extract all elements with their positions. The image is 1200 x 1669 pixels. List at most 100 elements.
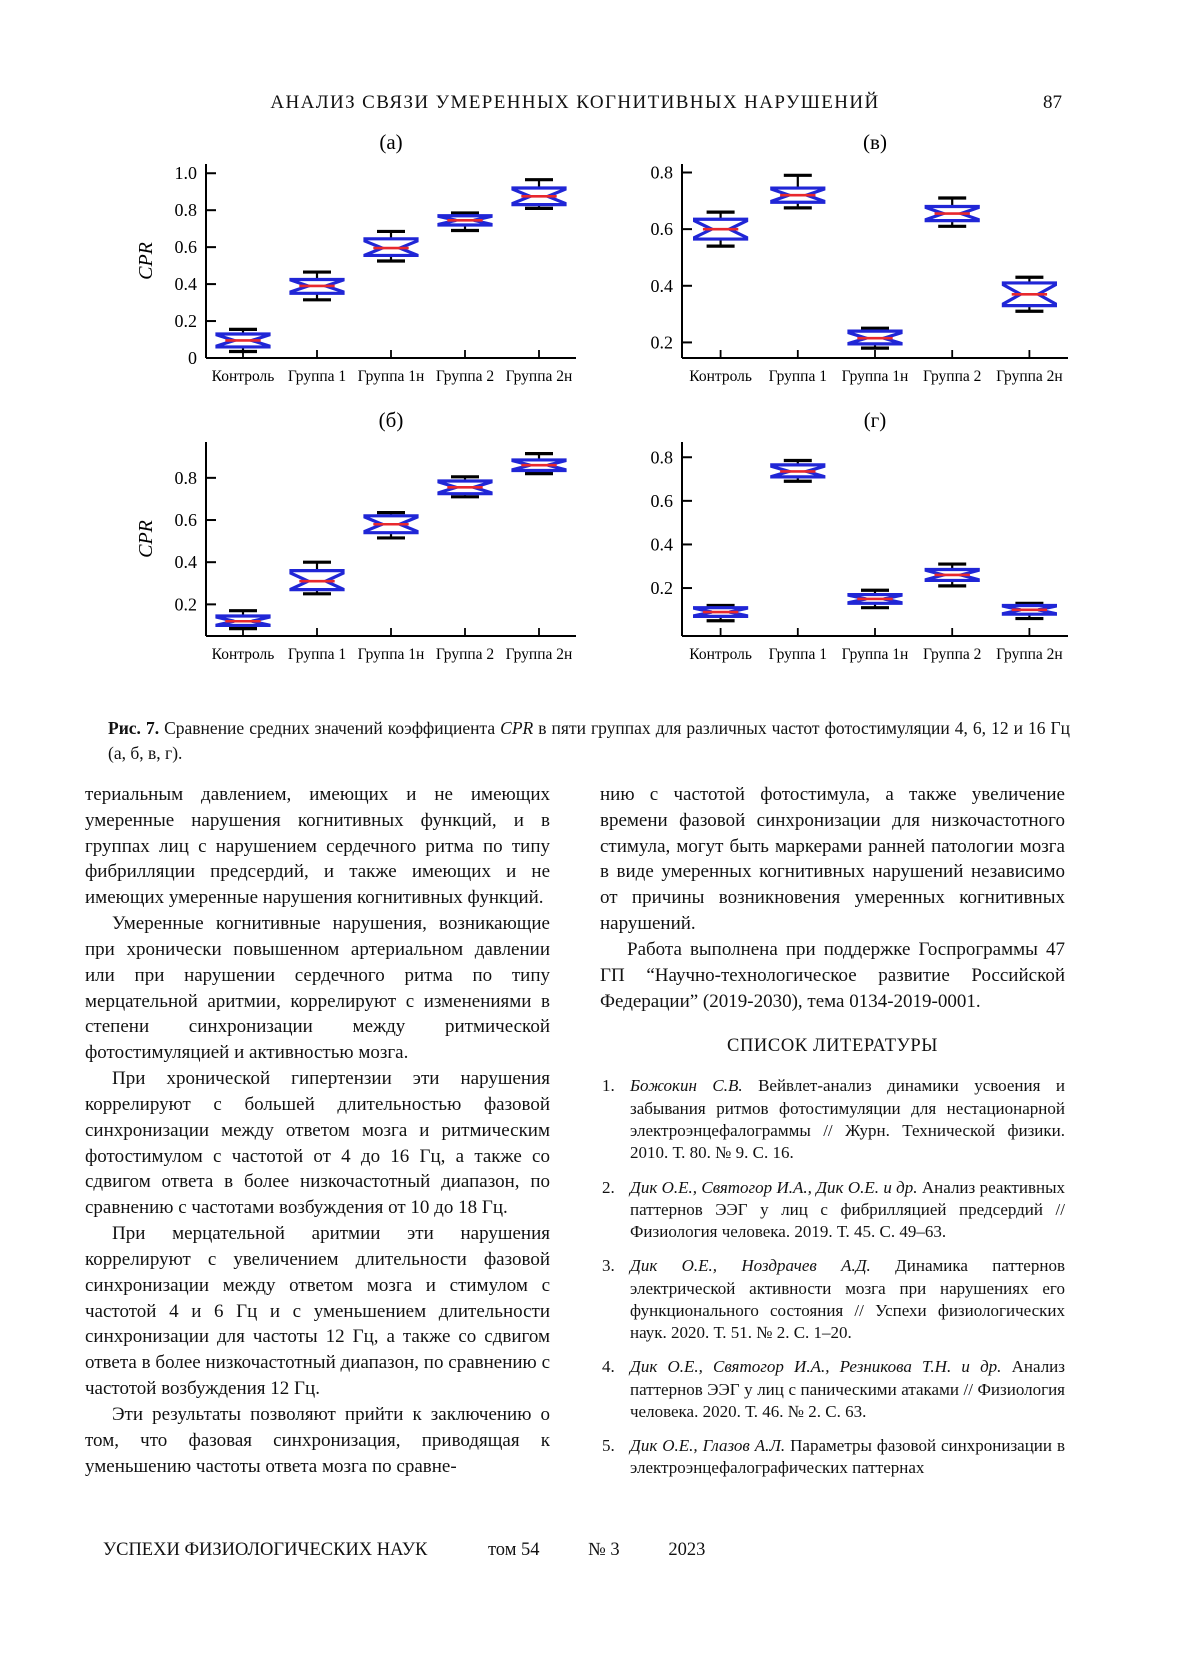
boxplot-box	[363, 511, 419, 540]
panel-label: (в)	[863, 130, 887, 154]
boxplot-box	[289, 560, 345, 596]
figure-7-charts: (а) 0 0.2 0.4 0.6 0.8 1.0 CPR Контроль Группа 1 Гр…	[118, 124, 1090, 670]
y-tick-label: 0.6	[651, 219, 674, 239]
reference-item: 2. Дик О.Е., Святогор И.А., Дик О.Е. и др…	[600, 1177, 1065, 1244]
paragraph: нию с частотой фотостимула, а также увел…	[600, 784, 1065, 935]
x-category-label: Группа 2	[923, 368, 981, 385]
x-category-label: Группа 2	[923, 646, 981, 663]
paragraph: Умеренные когнитивные нарушения, возника…	[85, 913, 550, 1064]
y-tick-label: 0.8	[651, 447, 674, 467]
reference-number: 5.	[602, 1436, 615, 1456]
y-tick-label: 0.4	[651, 276, 674, 296]
x-category-label: Группа 2н	[506, 646, 573, 663]
y-tick-label: 0.6	[651, 491, 674, 511]
figure-caption-label: Рис. 7.	[108, 718, 160, 738]
boxplot-box	[437, 475, 493, 499]
left-column: териальным давлением, имеющих и не имеющ…	[85, 782, 550, 1492]
x-category-label: Группа 2н	[996, 646, 1063, 663]
panel-label: (г)	[864, 408, 887, 432]
footer-year: 2023	[668, 1540, 706, 1560]
boxplot-chart-b: (б) 0.2 0.4 0.6 0.8 CPR Контроль Группа 1 Группа…	[135, 408, 576, 663]
y-tick-label: 0.8	[175, 200, 198, 220]
footer-volume: том 54	[487, 1540, 540, 1560]
references-list: 1. Божокин С.В. Вейвлет-анализ динамики у…	[600, 1075, 1065, 1479]
boxplot-box	[437, 211, 493, 233]
reference-item: 1. Божокин С.В. Вейвлет-анализ динамики у…	[600, 1075, 1065, 1164]
figure-caption-cpr: CPR	[500, 718, 534, 738]
y-tick-label: 0.8	[175, 468, 198, 488]
boxplot-box	[924, 196, 980, 228]
y-tick-label: 0	[188, 348, 197, 368]
boxplot-box	[511, 178, 567, 210]
boxplot-box	[363, 229, 419, 263]
y-tick-label: 0.2	[651, 332, 674, 352]
boxplot-box	[770, 458, 826, 483]
y-tick-label: 0.2	[175, 311, 198, 331]
figure-caption-text: Сравнение средних значений коэффициента	[159, 718, 501, 738]
y-tick-label: 0.4	[175, 552, 198, 572]
boxplot-box	[847, 588, 903, 610]
paragraph: При мерцательной аритмии эти нарушения к…	[85, 1223, 550, 1400]
x-category-label: Группа 1	[769, 646, 827, 663]
y-tick-label: 1.0	[175, 163, 198, 183]
x-category-label: Группа 1н	[358, 368, 425, 385]
footer-journal-name: УСПЕХИ ФИЗИОЛОГИЧЕСКИХ НАУК	[103, 1540, 428, 1560]
y-tick-label: 0.2	[651, 578, 674, 598]
reference-text: Божокин С.В. Вейвлет-анализ динамики усв…	[630, 1076, 1065, 1163]
y-tick-label: 0.4	[175, 274, 198, 294]
x-category-label: Контроль	[689, 368, 752, 385]
boxplot-chart-g: (г) 0.2 0.4 0.6 0.8 Контроль Группа 1 Группа 1н…	[651, 408, 1068, 663]
y-axis-title: CPR	[135, 242, 157, 280]
boxplot-box	[289, 270, 345, 302]
body-text: териальным давлением, имеющих и не имеющ…	[85, 782, 1065, 1492]
x-category-label: Группа 1н	[358, 646, 425, 663]
boxplot-chart-v: (в) 0.2 0.4 0.6 0.8 Контроль Группа 1 Группа 1н…	[651, 130, 1068, 385]
x-category-label: Контроль	[689, 646, 752, 663]
boxplot-box	[215, 327, 271, 354]
y-tick-label: 0.6	[175, 237, 198, 257]
reference-text: Дик О.Е., Святогор И.А., Дик О.Е. и др. …	[630, 1177, 1065, 1242]
journal-footer: УСПЕХИ ФИЗИОЛОГИЧЕСКИХ НАУК том 54 № 3 2…	[103, 1540, 705, 1561]
running-title: АНАЛИЗ СВЯЗИ УМЕРЕННЫХ КОГНИТИВНЫХ НАРУШ…	[270, 92, 880, 113]
x-category-label: Группа 2н	[506, 368, 573, 385]
x-category-label: Группа 2	[436, 646, 494, 663]
boxplot-box	[215, 609, 271, 631]
paragraph: Работа выполнена при поддержке Госпрогра…	[600, 938, 1065, 1012]
right-column: нию с частотой фотостимула, а также увел…	[600, 782, 1065, 1492]
y-axis-title: CPR	[135, 520, 157, 558]
x-category-label: Контроль	[212, 368, 275, 385]
x-category-label: Группа 1	[288, 646, 346, 663]
reference-item: 4. Дик О.Е., Святогор И.А., Резникова Т.Н…	[600, 1356, 1065, 1423]
reference-text: Дик О.Е., Глазов А.Л. Параметры фазовой …	[630, 1436, 1066, 1478]
x-category-label: Группа 1н	[842, 646, 909, 663]
boxplot-box	[1001, 275, 1057, 313]
reference-number: 2.	[602, 1177, 615, 1197]
boxplot-box	[847, 326, 903, 350]
reference-number: 1.	[602, 1076, 615, 1096]
x-category-label: Группа 1	[288, 368, 346, 385]
boxplot-box	[924, 562, 980, 588]
reference-number: 3.	[602, 1256, 615, 1276]
panel-label: (а)	[379, 130, 402, 154]
reference-text: Дик О.Е., Святогор И.А., Резникова Т.Н. …	[630, 1357, 1065, 1421]
paragraph: Эти результаты позволяют прийти к заключ…	[85, 1403, 550, 1477]
y-tick-label: 0.6	[175, 510, 198, 530]
boxplot-box	[1001, 601, 1057, 621]
boxplot-box	[770, 173, 826, 210]
y-tick-label: 0.4	[651, 534, 674, 554]
x-category-label: Группа 1	[769, 368, 827, 385]
y-tick-label: 0.2	[175, 594, 198, 614]
figure-caption: Рис. 7. Сравнение средних значений коэфф…	[108, 716, 1070, 766]
boxplot-box	[693, 210, 749, 248]
panel-label: (б)	[379, 408, 404, 432]
boxplot-box	[693, 603, 749, 623]
reference-item: 3. Дик О.Е., Ноздрачев А.Д. Динамика патт…	[600, 1255, 1065, 1344]
y-tick-label: 0.8	[651, 162, 674, 182]
x-category-label: Группа 1н	[842, 368, 909, 385]
reference-item: 5. Дик О.Е., Глазов А.Л. Параметры фазово…	[600, 1435, 1065, 1480]
footer-issue: № 3	[588, 1540, 620, 1560]
x-category-label: Группа 2н	[996, 368, 1063, 385]
boxplot-chart-a: (а) 0 0.2 0.4 0.6 0.8 1.0 CPR Контроль Группа 1 Гр…	[135, 130, 576, 385]
reference-number: 4.	[602, 1357, 615, 1377]
